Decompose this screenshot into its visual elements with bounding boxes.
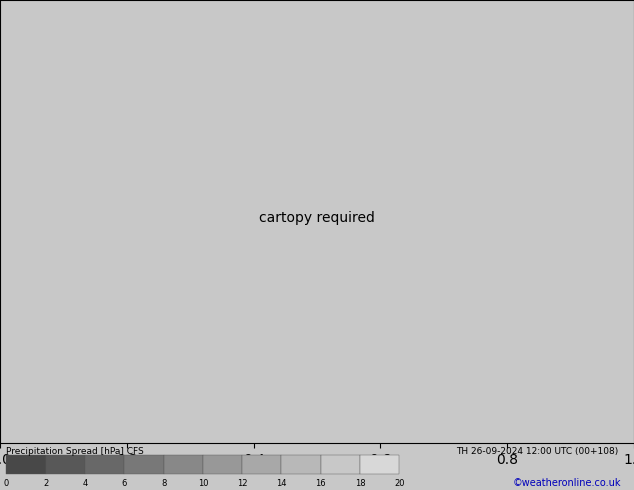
Bar	[242, 455, 281, 474]
Bar	[203, 455, 242, 474]
Bar	[124, 455, 164, 474]
Text: 14: 14	[276, 479, 287, 488]
Text: 4: 4	[82, 479, 87, 488]
Text: 6: 6	[122, 479, 127, 488]
Text: 18: 18	[355, 479, 365, 488]
Text: 2: 2	[43, 479, 48, 488]
Text: 10: 10	[198, 479, 208, 488]
Bar	[321, 455, 360, 474]
Text: Precipitation Spread [hPa] CFS: Precipitation Spread [hPa] CFS	[6, 447, 144, 456]
Bar	[281, 455, 321, 474]
Text: cartopy required: cartopy required	[259, 211, 375, 225]
Text: 8: 8	[161, 479, 166, 488]
Text: 0: 0	[4, 479, 9, 488]
Text: 20: 20	[394, 479, 404, 488]
Bar	[360, 455, 399, 474]
Bar	[85, 455, 124, 474]
Bar	[6, 455, 46, 474]
Text: ©weatheronline.co.uk: ©weatheronline.co.uk	[513, 478, 621, 488]
Text: 12: 12	[237, 479, 247, 488]
Bar	[46, 455, 85, 474]
Text: TH 26-09-2024 12:00 UTC (00+108): TH 26-09-2024 12:00 UTC (00+108)	[456, 447, 619, 456]
Text: 16: 16	[316, 479, 326, 488]
Bar	[164, 455, 203, 474]
